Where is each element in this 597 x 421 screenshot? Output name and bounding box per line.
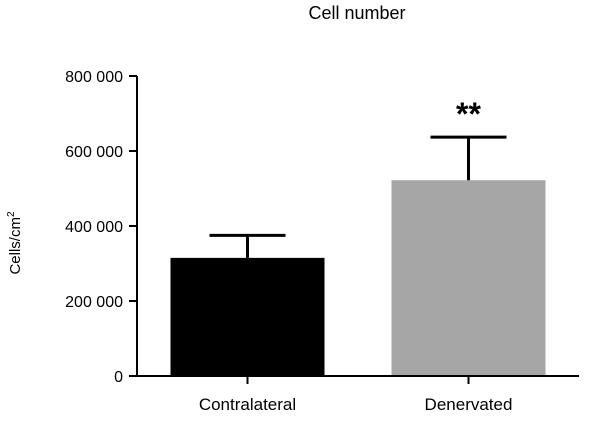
y-axis-label-text: Cells/cm (7, 217, 24, 275)
y-axis-label-superscript: 2 (6, 211, 17, 217)
bar (391, 180, 546, 376)
x-tick-label: Denervated (425, 395, 513, 414)
chart-title: Cell number (308, 3, 405, 23)
y-tick-label: 0 (114, 369, 123, 386)
y-axis-label: Cells/cm2 (6, 211, 24, 275)
y-tick-label: 600 000 (65, 144, 123, 161)
y-tick-label: 800 000 (65, 69, 123, 86)
x-tick-label: Contralateral (199, 395, 296, 414)
y-tick-label: 200 000 (65, 294, 123, 311)
y-tick-label: 400 000 (65, 219, 123, 236)
significance-annotation: ** (456, 96, 481, 132)
svg-text:Cells/cm2: Cells/cm2 (6, 211, 24, 275)
bar (170, 257, 325, 376)
